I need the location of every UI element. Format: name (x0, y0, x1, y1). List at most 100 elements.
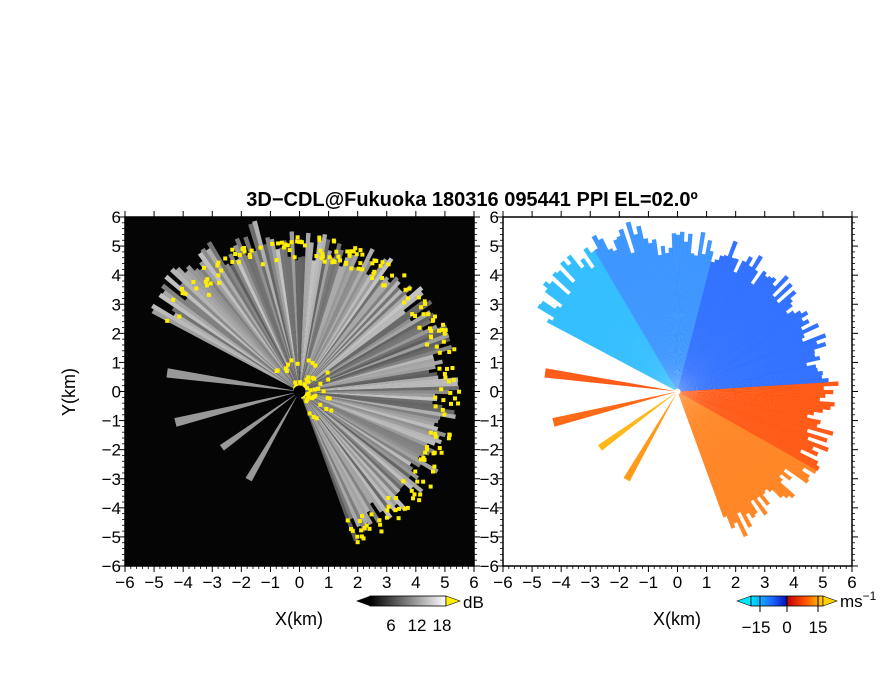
cnr-flag-cell (422, 299, 427, 304)
velocity-ray (680, 392, 817, 474)
cnr-flag-cell (403, 506, 408, 511)
cnr-flag-cell (432, 450, 437, 455)
velocity-beam (597, 393, 676, 451)
cnr-ray (301, 395, 368, 525)
cnr-ray (303, 393, 425, 458)
y-tick-label: −1 (480, 412, 499, 431)
cnr-ray (299, 240, 322, 388)
y-tick-label: −5 (102, 528, 121, 547)
cnr-ray (303, 392, 436, 446)
cnr-flag-cell (434, 344, 439, 349)
cnr-flag-cell (303, 382, 308, 387)
velocity-ray (537, 303, 675, 390)
cnr-flag-cell (312, 376, 317, 381)
velocity-ray (678, 265, 753, 389)
x-tick-label: 4 (411, 573, 420, 592)
velocity-ray (679, 269, 759, 390)
cnr-flag-cell (385, 508, 390, 513)
cnr-ray (303, 344, 440, 391)
y-tick-label: 5 (490, 237, 499, 256)
cnr-flag-cell (413, 314, 418, 319)
cnr-flag-cell (358, 261, 363, 266)
x-tick-label: 2 (731, 573, 740, 592)
cnr-flag-cell (295, 235, 300, 240)
velocity-ray (633, 233, 677, 389)
cnr-flag-cell (362, 525, 367, 530)
cnr-ray (302, 394, 401, 494)
velocity-ray (679, 394, 756, 519)
cnr-ray (229, 264, 298, 389)
cnr-flag-cell (415, 479, 420, 484)
cnr-ray (300, 250, 332, 388)
cnr-flag-cell (287, 248, 292, 253)
cnr-flag-cell (345, 249, 350, 254)
cnr-ray (301, 276, 385, 389)
cnr-ray (175, 266, 297, 389)
velocity-ray (680, 319, 810, 391)
cnr-flag-cell (393, 496, 398, 501)
velocity-ray (678, 239, 713, 389)
cnr-ray (300, 249, 344, 388)
velocity-ray (568, 292, 676, 390)
cnr-flag-cell (275, 368, 280, 373)
cnr-field (151, 220, 462, 545)
cnr-flag-cell (452, 347, 457, 352)
velocity-ray (678, 394, 727, 518)
cnr-flag-cell (281, 245, 286, 250)
cnr-ray (151, 303, 297, 390)
velocity-colorbar-tick: 0 (782, 618, 791, 637)
x-tick-label: 4 (789, 573, 798, 592)
cnr-ray (302, 319, 432, 390)
velocity-ray (679, 294, 775, 390)
cnr-flag-cell (306, 391, 311, 396)
cnr-flag-cell (421, 312, 426, 317)
x-tick-label: 1 (324, 573, 333, 592)
cnr-flag-cell (370, 261, 375, 266)
y-tick-label: 1 (490, 353, 499, 372)
velocity-field (537, 221, 839, 538)
cnr-y-axis-label: Y(km) (59, 368, 79, 416)
velocity-ray (679, 282, 793, 390)
cnr-flag-cell (432, 464, 437, 469)
cnr-flag-cell (313, 363, 318, 368)
cnr-flag-cell (230, 247, 235, 252)
cnr-flag-cell (360, 267, 365, 272)
cnr-flag-cell (437, 366, 442, 371)
cnr-flag-cell (357, 518, 362, 523)
velocity-ray (680, 340, 818, 391)
cnr-ray (302, 312, 435, 390)
cnr-flag-cell (311, 414, 316, 419)
cnr-ray (300, 233, 328, 388)
cnr-flag-cell (205, 277, 210, 282)
velocity-ray (552, 271, 676, 390)
cnr-ray (303, 393, 435, 454)
velocity-ray (625, 221, 677, 389)
cnr-flag-cell (295, 239, 300, 244)
cnr-flag-cell (381, 283, 386, 288)
y-tick-label: −6 (480, 557, 499, 576)
cnr-flag-cell (230, 259, 235, 264)
y-tick-label: 2 (112, 324, 121, 343)
cnr-ray (300, 243, 342, 388)
cnr-flag-cell (379, 529, 384, 534)
velocity-ray (679, 298, 793, 390)
cnr-flag-cell (283, 242, 288, 247)
cnr-ray (302, 394, 403, 490)
cnr-flag-cell (421, 479, 426, 484)
x-tick-label: 5 (440, 573, 449, 592)
cnr-flag-cell (402, 273, 407, 278)
velocity-ray (680, 392, 814, 451)
cnr-flag-cell (248, 255, 253, 260)
cnr-ray (301, 273, 370, 389)
cnr-flag-cell (429, 335, 434, 340)
cnr-ray (243, 236, 299, 388)
cnr-ray (301, 267, 361, 388)
cnr-flag-cell (421, 455, 426, 460)
cnr-flag-cell (407, 286, 412, 291)
cnr-flag-cell (329, 408, 334, 413)
cnr-ray (303, 392, 440, 440)
y-tick-label: −1 (102, 412, 121, 431)
cnr-flag-cell (419, 305, 424, 310)
cnr-ray (298, 257, 302, 388)
cnr-flag-cell (377, 518, 382, 523)
